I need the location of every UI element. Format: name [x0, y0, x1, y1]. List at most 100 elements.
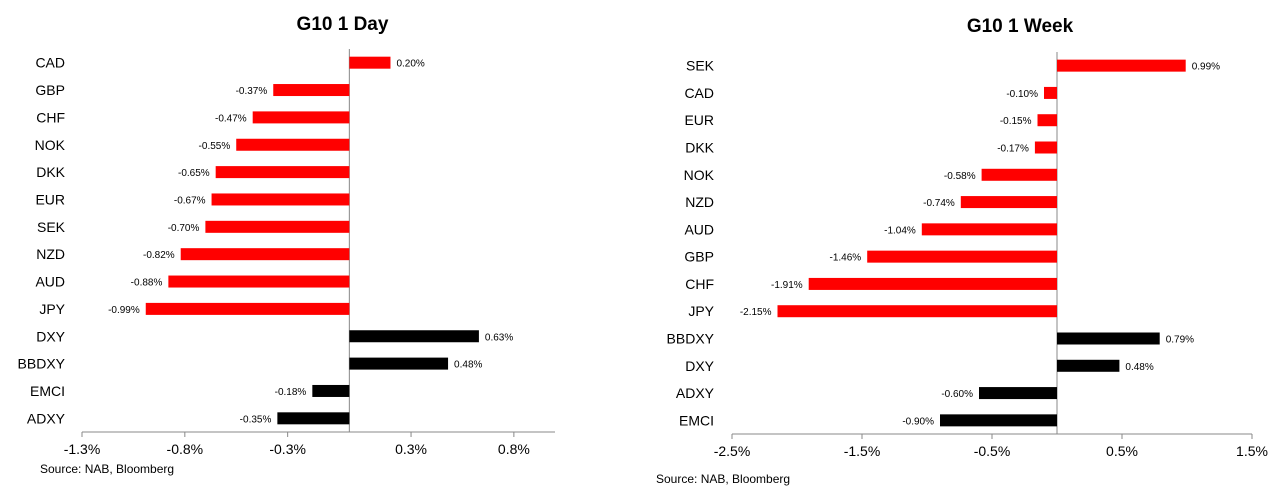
bar-adxy — [979, 387, 1057, 400]
data-label: 0.79% — [1166, 335, 1194, 346]
bar-cad — [1044, 86, 1057, 99]
x-tick-label: 0.3% — [395, 441, 427, 457]
x-tick-label: -0.8% — [167, 441, 204, 457]
bar-aud — [921, 223, 1057, 236]
data-label: 0.99% — [1192, 62, 1220, 73]
data-label: 0.63% — [485, 332, 513, 343]
x-tick-label: -0.5% — [974, 443, 1011, 459]
data-label: -0.58% — [944, 171, 976, 182]
bar-sek — [205, 220, 350, 233]
category-label: DKK — [685, 140, 714, 156]
x-tick-label: -0.3% — [269, 441, 306, 457]
bar-eur — [211, 193, 350, 206]
bar-dkk — [1034, 141, 1057, 154]
category-label: NZD — [685, 194, 714, 210]
bar-nzd — [180, 248, 350, 261]
data-label: -0.15% — [1000, 116, 1032, 127]
data-label: -0.47% — [215, 113, 247, 124]
source-note: Source: NAB, Bloomberg — [40, 462, 175, 476]
data-label: -0.74% — [923, 198, 955, 209]
category-label: JPY — [39, 301, 65, 317]
category-label: EMCI — [679, 412, 714, 428]
bar-adxy — [277, 412, 350, 425]
data-label: -0.70% — [168, 223, 200, 234]
bar-nzd — [960, 196, 1057, 209]
bar-emci — [940, 414, 1057, 427]
category-label: NOK — [35, 137, 66, 153]
data-label: 0.48% — [1125, 362, 1153, 373]
category-label: DXY — [36, 328, 65, 344]
category-label: NOK — [684, 167, 715, 183]
bar-dxy — [1057, 359, 1120, 372]
category-label: JPY — [688, 303, 714, 319]
x-tick-label: 0.5% — [1106, 443, 1138, 459]
data-label: -0.82% — [143, 250, 175, 261]
x-tick-label: -1.3% — [64, 441, 101, 457]
bar-gbp — [867, 250, 1057, 263]
category-label: BBDXY — [18, 356, 66, 372]
x-tick-label: 1.5% — [1236, 443, 1268, 459]
bar-chf — [252, 111, 350, 124]
bar-chart-1-week: -2.5% -1.5% -0.5% 0.5% 1.5% SEK 0.99% CAD -0.10%… — [667, 52, 1268, 459]
bar-nok — [981, 168, 1057, 181]
category-label: CAD — [684, 85, 714, 101]
chart-title: G10 1 Day — [296, 14, 389, 35]
data-label: -0.10% — [1006, 89, 1038, 100]
data-label: -1.04% — [884, 225, 916, 236]
data-label: -0.55% — [199, 141, 231, 152]
category-label: BBDXY — [667, 331, 715, 347]
category-label: AUD — [35, 274, 65, 290]
bar-aud — [168, 275, 350, 288]
category-label: CAD — [35, 55, 65, 71]
bar-chf — [808, 277, 1057, 290]
data-label: -0.60% — [941, 389, 973, 400]
bar-eur — [1037, 114, 1057, 127]
category-label: EUR — [35, 191, 65, 207]
data-label: -1.91% — [771, 280, 803, 291]
data-label: -0.88% — [131, 278, 163, 289]
category-label: SEK — [37, 219, 66, 235]
bar-jpy — [145, 302, 350, 315]
data-label: -0.67% — [174, 195, 206, 206]
data-label: 0.20% — [396, 59, 424, 70]
category-label: EMCI — [30, 383, 65, 399]
category-label: GBP — [35, 82, 65, 98]
data-label: -0.37% — [236, 86, 268, 97]
bar-chart-1-day: -1.3% -0.8% -0.3% 0.3% 0.8% CAD 0.20% GBP -0.37%… — [18, 49, 555, 457]
data-label: 0.48% — [454, 360, 482, 371]
bar-dkk — [215, 166, 350, 179]
category-label: GBP — [684, 249, 714, 265]
bar-dxy — [349, 330, 479, 343]
data-label: -0.90% — [902, 416, 934, 427]
chart-title: G10 1 Week — [966, 16, 1074, 37]
data-label: -1.46% — [830, 253, 862, 264]
category-label: AUD — [684, 221, 714, 237]
bar-bbdxy — [349, 357, 449, 370]
x-tick-label: 0.8% — [498, 441, 530, 457]
data-label: -0.99% — [108, 305, 140, 316]
category-label: DXY — [685, 358, 714, 374]
data-label: -0.17% — [997, 144, 1029, 155]
category-label: NZD — [36, 246, 65, 262]
chart-panel-1-week: G10 1 Week -2.5% -1.5% -0.5% 0.5% 1.5% SEK 0.9… — [640, 0, 1280, 500]
category-label: ADXY — [676, 385, 715, 401]
data-label: -0.35% — [240, 414, 272, 425]
category-label: EUR — [684, 112, 714, 128]
bar-nok — [236, 138, 350, 151]
bar-cad — [349, 56, 391, 69]
x-tick-label: -1.5% — [844, 443, 881, 459]
bar-gbp — [273, 84, 350, 97]
source-note: Source: NAB, Bloomberg — [656, 472, 791, 486]
category-label: SEK — [686, 58, 715, 74]
data-label: -0.18% — [275, 387, 307, 398]
bar-bbdxy — [1057, 332, 1160, 345]
category-label: DKK — [36, 164, 65, 180]
bar-jpy — [777, 305, 1057, 318]
data-label: -0.65% — [178, 168, 210, 179]
category-label: CHF — [685, 276, 714, 292]
category-label: CHF — [36, 109, 65, 125]
category-label: ADXY — [27, 410, 66, 426]
bar-emci — [312, 384, 350, 397]
data-label: -2.15% — [740, 307, 772, 318]
bar-sek — [1057, 59, 1186, 72]
